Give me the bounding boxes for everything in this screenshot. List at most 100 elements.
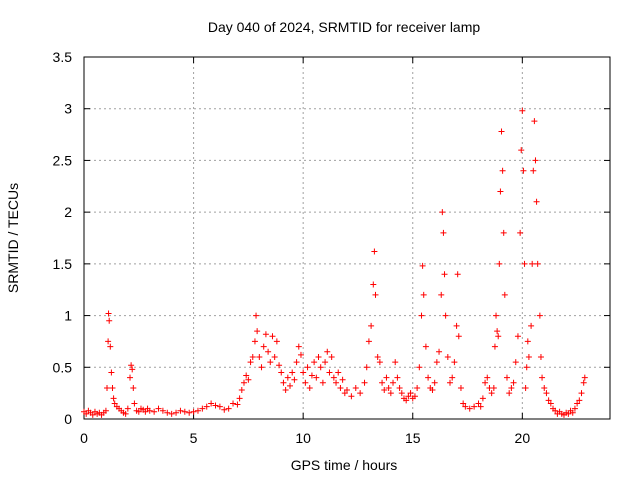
data-point — [109, 384, 116, 391]
data-point — [543, 390, 550, 397]
data-point — [471, 403, 478, 410]
data-point — [533, 198, 540, 205]
data-point — [297, 351, 304, 358]
data-point — [571, 405, 578, 412]
data-point — [379, 379, 386, 386]
data-point — [363, 364, 370, 371]
data-point — [282, 387, 289, 394]
data-point — [524, 338, 531, 345]
data-point — [164, 409, 171, 416]
data-point — [289, 369, 296, 376]
data-point — [518, 147, 525, 154]
points-layer — [81, 107, 588, 418]
y-tick-label: 0 — [64, 411, 72, 427]
data-point — [324, 348, 331, 355]
y-tick-label: 2.5 — [53, 152, 73, 168]
data-point — [490, 384, 497, 391]
data-point — [455, 333, 462, 340]
data-point — [454, 271, 461, 278]
data-point — [576, 397, 583, 404]
data-point — [146, 407, 153, 414]
data-point — [280, 379, 287, 386]
data-point — [370, 281, 377, 288]
data-point — [105, 338, 112, 345]
data-point — [547, 400, 554, 407]
data-point — [127, 374, 134, 381]
data-point — [159, 407, 166, 414]
data-point — [569, 409, 576, 416]
data-point — [447, 379, 454, 386]
data-point — [357, 390, 364, 397]
data-point — [300, 369, 307, 376]
data-point — [352, 384, 359, 391]
data-point — [383, 374, 390, 381]
data-point — [460, 400, 467, 407]
data-point — [530, 167, 537, 174]
data-point — [102, 407, 109, 414]
data-point — [396, 384, 403, 391]
data-point — [425, 374, 432, 381]
data-point — [537, 353, 544, 360]
data-point — [545, 397, 552, 404]
data-point — [89, 411, 96, 418]
data-point — [376, 359, 383, 366]
data-point — [552, 407, 559, 414]
data-point — [267, 359, 274, 366]
data-point — [491, 343, 498, 350]
x-tick-label: 10 — [295, 430, 311, 446]
data-point — [580, 379, 587, 386]
y-tick-label: 2 — [64, 204, 72, 220]
data-point — [482, 379, 489, 386]
y-tick-label: 3.5 — [53, 49, 73, 65]
data-point — [479, 395, 486, 402]
data-point — [142, 408, 149, 415]
data-point — [135, 408, 142, 415]
data-point — [475, 400, 482, 407]
data-point — [453, 322, 460, 329]
data-point — [230, 400, 237, 407]
x-tick-label: 20 — [515, 430, 531, 446]
data-point — [124, 405, 131, 412]
data-point — [315, 353, 322, 360]
data-point — [344, 387, 350, 394]
data-point — [422, 343, 429, 350]
data-point — [514, 333, 521, 340]
data-point — [466, 405, 473, 412]
data-point — [330, 374, 337, 381]
data-point — [130, 384, 137, 391]
data-point — [199, 405, 206, 412]
data-point — [488, 390, 495, 397]
data-point — [484, 374, 491, 381]
data-point — [394, 374, 401, 381]
data-point — [442, 312, 449, 319]
data-point — [236, 395, 243, 402]
data-point — [129, 366, 136, 373]
data-point — [493, 312, 500, 319]
data-point — [536, 312, 543, 319]
data-point — [317, 364, 324, 371]
data-point — [581, 374, 588, 381]
x-axis-label: GPS time / hours — [291, 457, 398, 473]
data-point — [498, 128, 505, 135]
data-point — [497, 188, 504, 195]
data-point — [499, 167, 506, 174]
data-point — [477, 403, 484, 410]
data-point — [234, 401, 241, 408]
data-point — [273, 338, 280, 345]
data-point — [506, 390, 513, 397]
data-point — [107, 343, 114, 350]
data-point — [111, 400, 118, 407]
data-point — [106, 317, 113, 324]
data-point — [225, 405, 232, 412]
data-point — [240, 379, 247, 386]
data-point — [254, 328, 261, 335]
data-point — [381, 387, 388, 394]
data-point — [302, 379, 309, 386]
data-point — [194, 407, 201, 414]
data-point — [251, 338, 258, 345]
data-point — [208, 400, 215, 407]
data-point — [510, 379, 517, 386]
data-point — [433, 359, 440, 366]
data-point — [441, 271, 448, 278]
